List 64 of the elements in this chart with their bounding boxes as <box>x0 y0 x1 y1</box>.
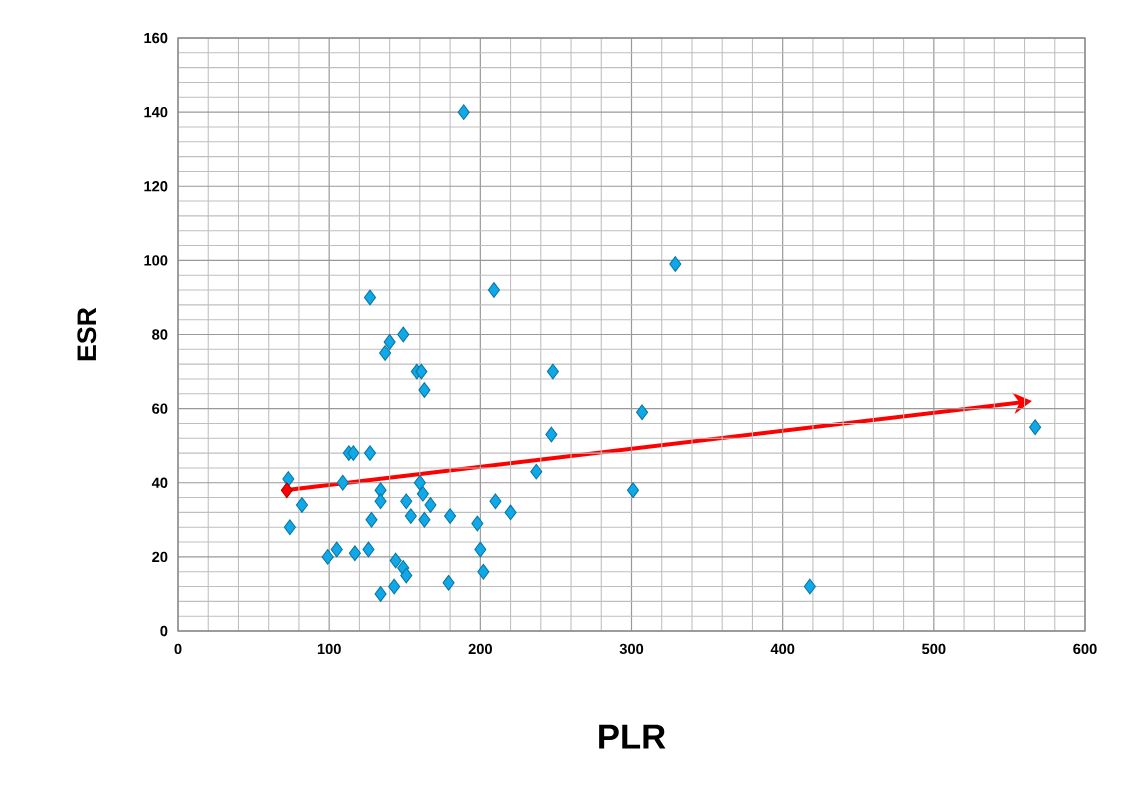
point <box>388 578 401 595</box>
point <box>282 471 295 487</box>
x-tick-label: 100 <box>317 643 341 655</box>
point <box>400 567 413 584</box>
point <box>546 363 559 380</box>
y-tick-label: 160 <box>144 32 168 44</box>
x-tick-label: 600 <box>1073 643 1097 655</box>
point <box>374 493 387 510</box>
point <box>347 445 360 461</box>
point <box>415 363 428 380</box>
x-tick-label: 400 <box>770 643 795 655</box>
point <box>383 334 396 350</box>
point <box>489 493 502 510</box>
point <box>397 326 410 343</box>
y-tick-label: 140 <box>144 106 168 118</box>
point <box>530 463 543 480</box>
y-tick-label: 60 <box>152 403 168 414</box>
point <box>669 256 682 272</box>
point <box>487 282 500 298</box>
point <box>413 474 426 491</box>
point <box>348 545 361 562</box>
point <box>477 563 490 580</box>
x-axis-title: PLR <box>599 724 666 749</box>
x-tick-label: 300 <box>619 643 644 655</box>
y-tick-label: 100 <box>144 255 168 266</box>
y-tick-label: 120 <box>144 181 168 192</box>
point <box>1029 419 1042 436</box>
point <box>389 552 402 569</box>
point <box>379 345 392 361</box>
point <box>363 445 377 461</box>
point <box>283 519 296 536</box>
point <box>545 426 558 443</box>
point <box>504 504 517 521</box>
point <box>321 549 334 565</box>
point <box>424 497 437 513</box>
point <box>471 515 484 532</box>
point <box>374 586 387 602</box>
y-axis-title: ESR <box>77 307 97 361</box>
point <box>442 574 455 591</box>
point <box>444 508 457 524</box>
y-tick-label: 20 <box>152 551 168 563</box>
x-tick-label: 200 <box>468 643 492 655</box>
point <box>626 482 640 499</box>
y-tick-label: 40 <box>151 477 168 488</box>
point <box>362 541 375 558</box>
point <box>363 289 377 306</box>
point <box>336 474 349 491</box>
y-tick-label: 0 <box>160 625 168 637</box>
point <box>803 578 816 595</box>
point <box>400 493 413 510</box>
point <box>404 508 417 524</box>
x-tick-label: 500 <box>922 643 946 655</box>
point <box>365 511 378 528</box>
point <box>280 482 293 499</box>
point <box>474 541 487 558</box>
point <box>418 382 431 398</box>
x-tick-label: 0 <box>174 643 182 655</box>
y-tick-label: 80 <box>152 329 168 340</box>
point <box>457 104 470 120</box>
point <box>416 486 429 502</box>
point <box>295 497 309 513</box>
point <box>330 541 343 558</box>
point <box>636 404 649 421</box>
point <box>418 511 431 528</box>
